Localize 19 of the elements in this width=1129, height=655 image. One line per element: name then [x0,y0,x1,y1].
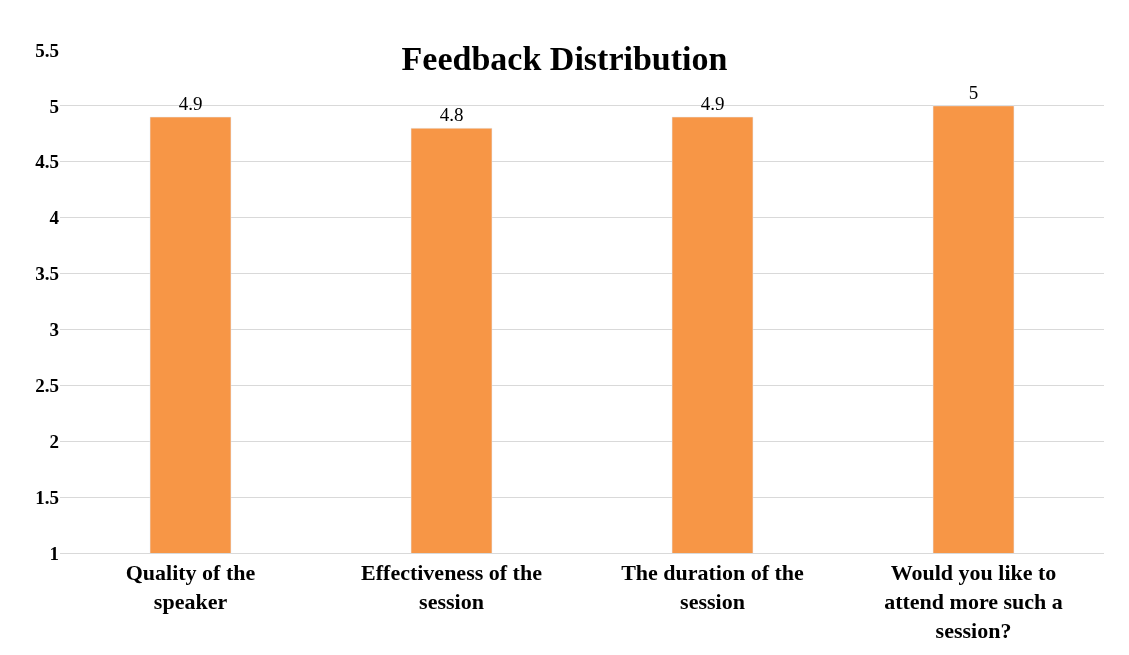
data-label: 4.9 [178,93,203,115]
x-tick-label: Quality of the speaker [125,560,256,614]
y-tick-label: 4.5 [35,151,59,173]
x-tick-label: Effectiveness of the session [361,560,543,614]
data-label: 5 [968,81,979,103]
y-tick-label: 4 [49,207,60,229]
y-tick-label: 3.5 [35,263,59,285]
y-tick-label: 1 [49,542,59,564]
x-tick-label: Would you like to attend more such a session? [884,560,1063,643]
chart-title: Feedback Distribution [401,39,728,77]
y-tick-label: 2 [49,430,59,452]
data-label: 4.9 [700,93,725,115]
y-tick-label: 3 [49,319,59,341]
y-tick-label: 2.5 [35,374,59,396]
y-tick-label: 5.5 [35,39,59,61]
data-label: 4.8 [439,104,464,126]
y-tick-label: 1.5 [35,486,59,508]
y-tick-label: 5 [49,95,59,117]
x-tick-label: The duration of the session [621,560,805,614]
